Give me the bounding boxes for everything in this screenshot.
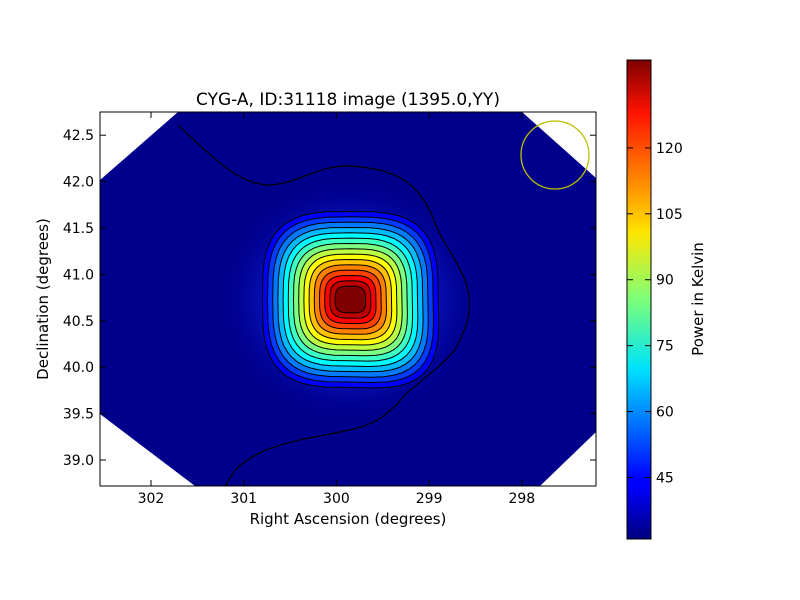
y-tick-label: 42.0 xyxy=(63,175,94,191)
colorbar-tick-label: 75 xyxy=(656,339,674,355)
x-tick-label: 299 xyxy=(416,491,443,507)
colorbar xyxy=(626,59,652,540)
plot-frame xyxy=(99,111,597,487)
colorbar-tick-label: 120 xyxy=(656,141,683,157)
outer-contour-top xyxy=(177,124,471,486)
y-axis: 39.0 39.5 40.0 40.5 41.0 41.5 42.0 42.5 xyxy=(63,128,596,469)
contour-set xyxy=(261,210,440,389)
colorbar-tick-label: 60 xyxy=(656,405,674,421)
y-tick-label: 42.5 xyxy=(63,128,94,144)
y-axis-label: Declination (degrees) xyxy=(34,218,52,380)
colorbar-tick-label: 45 xyxy=(656,470,674,486)
y-tick-label: 41.5 xyxy=(63,221,94,237)
chart-title: CYG-A, ID:31118 image (1395.0,YY) xyxy=(196,90,500,110)
colorbar-ticks: 45 60 75 90 105 120 xyxy=(627,141,683,486)
x-tick-label: 302 xyxy=(138,491,165,507)
y-tick-label: 39.0 xyxy=(63,453,94,469)
x-axis: 302 301 300 299 298 xyxy=(138,112,535,507)
y-tick-label: 39.5 xyxy=(63,407,94,423)
colorbar-tick-label: 105 xyxy=(656,207,683,223)
colorbar-label: Power in Kelvin xyxy=(689,242,707,356)
contour-level xyxy=(334,285,367,314)
colorbar-tick-label: 90 xyxy=(656,273,674,289)
x-axis-label: Right Ascension (degrees) xyxy=(250,510,447,528)
beam-circle xyxy=(520,120,590,190)
x-tick-label: 298 xyxy=(508,491,535,507)
y-tick-label: 40.5 xyxy=(63,314,94,330)
x-tick-label: 301 xyxy=(230,491,257,507)
plot-area xyxy=(100,112,596,486)
x-tick-label: 300 xyxy=(323,491,350,507)
y-tick-label: 41.0 xyxy=(63,267,94,283)
y-tick-label: 40.0 xyxy=(63,360,94,376)
